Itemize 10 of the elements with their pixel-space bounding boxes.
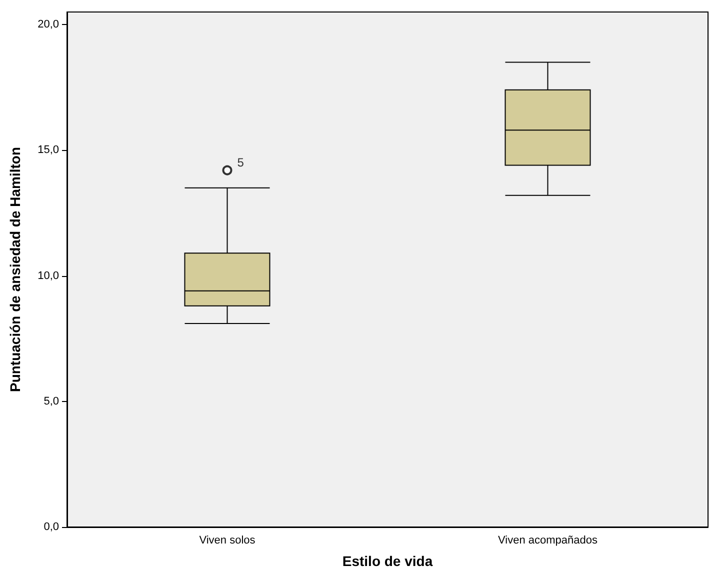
y-tick-label: 5,0 — [44, 395, 59, 408]
x-tick-label: Viven solos — [199, 534, 256, 546]
x-tick-label: Viven acompañados — [498, 534, 598, 546]
y-tick-label: 10,0 — [38, 270, 59, 282]
y-tick-label: 15,0 — [38, 144, 59, 156]
x-axis-title: Estilo de vida — [342, 553, 433, 569]
annotation: 5 — [237, 155, 244, 170]
y-tick-label: 0,0 — [44, 521, 59, 533]
y-tick-label: 20,0 — [38, 18, 59, 31]
y-axis-title: Puntuación de ansiedad de Hamilton — [7, 146, 23, 392]
